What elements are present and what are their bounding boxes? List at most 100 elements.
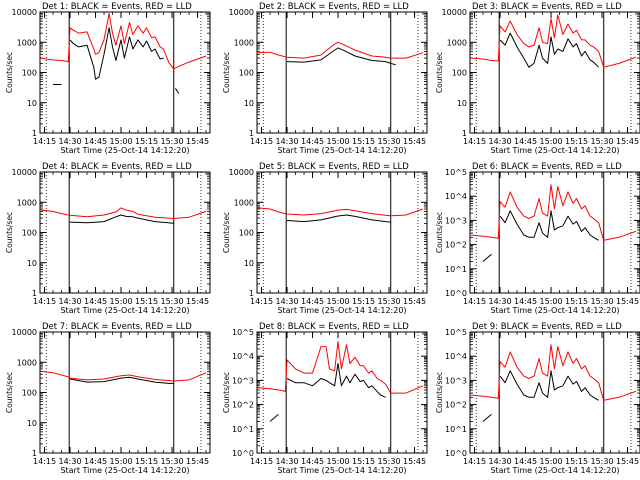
series-events-line: [286, 214, 391, 223]
series-events-line: [499, 32, 599, 68]
y-tick-label: 10^5: [232, 328, 254, 337]
series-lld-line: [471, 344, 637, 401]
y-tick-label: 100: [22, 69, 37, 78]
x-tick-label: 15:15: [352, 297, 375, 306]
y-tick-label: 1000: [17, 38, 37, 47]
y-tick-label: 10^4: [445, 352, 467, 361]
y-tick-label: 10000: [12, 328, 37, 337]
y-axis-label: Counts/sec: [5, 372, 14, 413]
x-tick-label: 15:45: [616, 297, 639, 306]
plot-frame: [256, 331, 428, 454]
x-tick-label: 15:30: [378, 457, 401, 466]
x-tick-label: 14:15: [250, 297, 273, 306]
y-tick-label: 10: [244, 99, 254, 108]
x-tick-label: 14:30: [489, 137, 512, 146]
x-tick-label: 14:30: [276, 457, 299, 466]
y-tick-label: 10: [27, 259, 37, 268]
panel-title: Det 8: BLACK = Events, RED = LLD: [259, 322, 409, 332]
x-axis-label: Start Time (25-Oct-14 14:12:20): [60, 146, 189, 155]
x-tick-label: 14:45: [301, 297, 324, 306]
x-tick-label: 15:00: [110, 457, 133, 466]
y-tick-label: 10^4: [445, 192, 467, 201]
y-tick-label: 10000: [442, 8, 467, 17]
y-axis-label: Counts/sec: [435, 52, 444, 93]
panel-title: Det 4: BLACK = Events, RED = LLD: [42, 162, 192, 172]
x-tick-label: 15:15: [135, 457, 158, 466]
x-tick-label: 14:30: [59, 457, 82, 466]
x-tick-label: 15:30: [161, 137, 184, 146]
x-tick-label: 15:15: [565, 457, 588, 466]
y-tick-label: 100: [22, 229, 37, 238]
series-lld-line: [41, 12, 207, 70]
plot-frame: [39, 331, 211, 454]
series-events-line: [69, 214, 174, 224]
x-tick-label: 14:30: [59, 297, 82, 306]
x-tick-label: 14:15: [250, 137, 273, 146]
x-tick-label: 14:30: [489, 457, 512, 466]
y-tick-label: 1000: [234, 198, 254, 207]
y-tick-label: 10^2: [445, 241, 467, 250]
plot-frame: [39, 171, 211, 294]
y-tick-label: 10000: [229, 168, 254, 177]
series-lld-line: [471, 184, 637, 241]
plot-frame: [469, 331, 640, 454]
y-tick-label: 10: [457, 99, 467, 108]
x-tick-label: 15:30: [161, 457, 184, 466]
x-tick-label: 15:30: [591, 297, 614, 306]
series-lld-line: [471, 14, 637, 68]
x-tick-label: 15:30: [591, 457, 614, 466]
x-tick-label: 14:45: [84, 457, 107, 466]
x-tick-label: 15:00: [110, 297, 133, 306]
x-tick-label: 14:30: [276, 137, 299, 146]
series-lld-line: [41, 207, 207, 219]
x-tick-label: 15:45: [616, 137, 639, 146]
y-axis-label: Counts/sec: [222, 212, 231, 253]
y-tick-label: 10^2: [445, 401, 467, 410]
detector-panel-9: 10^010^110^210^310^410^514:15 14:30 14:45 1…: [435, 322, 640, 475]
series-lld-line: [258, 341, 424, 394]
x-tick-label: 14:15: [250, 457, 273, 466]
x-tick-label: 14:45: [514, 297, 537, 306]
x-tick-label: 15:30: [591, 137, 614, 146]
detector-panel-6: 10^010^110^210^310^410^514:15 14:30 14:45 1…: [435, 162, 640, 315]
panel-title: Det 1: BLACK = Events, RED = LLD: [42, 2, 192, 12]
y-tick-label: 1000: [447, 38, 467, 47]
x-tick-label: 15:00: [540, 137, 563, 146]
panel-title: Det 9: BLACK = Events, RED = LLD: [472, 322, 622, 332]
y-tick-label: 10^1: [445, 425, 467, 434]
x-tick-label: 14:30: [59, 137, 82, 146]
y-tick-label: 1: [249, 289, 254, 298]
plot-frame: [256, 11, 428, 134]
y-tick-label: 10^5: [445, 328, 467, 337]
panel-title: Det 5: BLACK = Events, RED = LLD: [259, 162, 409, 172]
x-tick-label: 14:30: [276, 297, 299, 306]
x-tick-label: 15:00: [110, 137, 133, 146]
x-tick-label: 14:15: [33, 297, 56, 306]
x-axis-label: Start Time (25-Oct-14 14:12:20): [277, 146, 406, 155]
y-tick-label: 1000: [17, 198, 37, 207]
y-tick-label: 10^3: [445, 376, 467, 385]
x-tick-label: 15:45: [186, 297, 209, 306]
series-lld-line: [41, 370, 207, 382]
y-tick-label: 1: [249, 129, 254, 138]
y-axis-label: Counts/sec: [435, 212, 444, 253]
series-events-line: [482, 253, 492, 262]
y-tick-label: 10000: [12, 8, 37, 17]
series-lld-line: [258, 207, 424, 217]
x-tick-label: 15:00: [540, 297, 563, 306]
panel-title: Det 7: BLACK = Events, RED = LLD: [42, 322, 192, 332]
y-tick-label: 10^1: [445, 265, 467, 274]
y-tick-label: 1: [32, 129, 37, 138]
x-tick-label: 14:45: [301, 137, 324, 146]
y-tick-label: 10^3: [232, 376, 254, 385]
x-axis-label: Start Time (25-Oct-14 14:12:20): [490, 466, 619, 475]
x-tick-label: 15:15: [352, 457, 375, 466]
x-axis-label: Start Time (25-Oct-14 14:12:20): [277, 306, 406, 315]
y-tick-label: 1: [462, 129, 467, 138]
y-tick-label: 10^1: [232, 425, 254, 434]
x-tick-label: 14:45: [84, 297, 107, 306]
detector-panel-3: 1 10 100 1000 10000 14:15 14:30 14:45 15:00 15:15…: [435, 2, 640, 155]
y-tick-label: 10: [244, 259, 254, 268]
y-tick-label: 10000: [12, 168, 37, 177]
x-tick-label: 15:30: [378, 297, 401, 306]
